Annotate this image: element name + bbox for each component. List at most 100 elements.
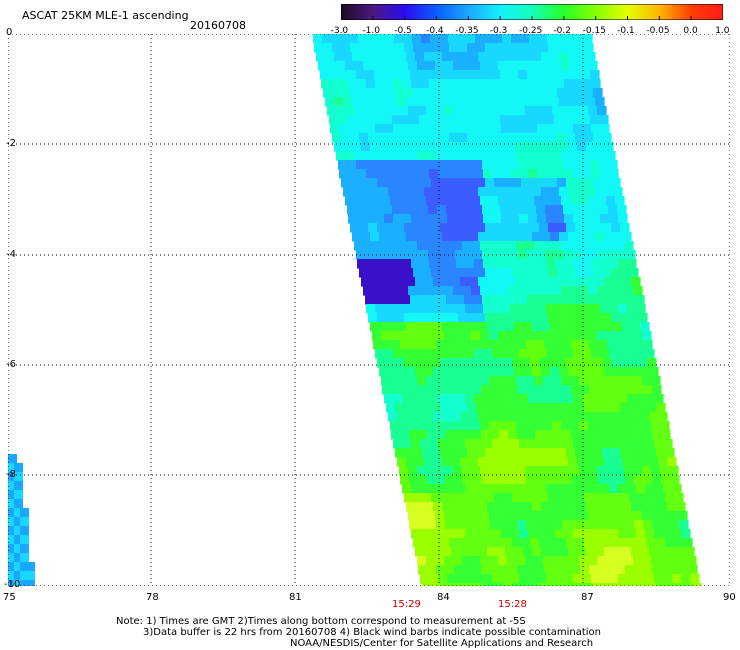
swath-cell <box>455 115 465 125</box>
swath-cell <box>336 151 346 161</box>
swath-cell <box>379 277 389 287</box>
swath-cell <box>535 385 545 395</box>
swath-cell <box>456 484 466 494</box>
swath-cell <box>573 574 583 584</box>
swath-cell <box>471 421 481 431</box>
swath-cell <box>462 241 472 251</box>
swath-cell <box>431 358 441 368</box>
swath-cell <box>430 34 440 44</box>
swath-cell <box>499 520 509 530</box>
swath-cell <box>595 367 605 377</box>
swath-cell <box>535 430 545 440</box>
swath-cell <box>688 565 698 575</box>
swath-cell <box>476 88 486 98</box>
swath-cell <box>482 115 492 125</box>
swath-cell <box>438 349 448 359</box>
time-label-2: 15:28 <box>498 599 527 610</box>
swath-cell <box>478 232 488 242</box>
swath-cell <box>532 367 542 377</box>
swath-cell <box>681 574 691 584</box>
swath-cell <box>474 439 484 449</box>
swath-cell <box>665 448 675 458</box>
swath-cell <box>615 196 625 206</box>
swath-cell <box>690 574 700 584</box>
swath-cell <box>564 259 574 269</box>
swath-cell <box>483 304 493 314</box>
swath-cell <box>595 412 605 422</box>
swath-cell <box>372 331 382 341</box>
swath-cell <box>436 430 446 440</box>
swath-cell <box>406 367 416 377</box>
swath-cell <box>498 556 508 566</box>
swath-cell <box>483 214 493 224</box>
swath-cell <box>491 160 501 170</box>
swath-cell <box>473 160 483 170</box>
swath-cell <box>366 79 376 89</box>
swath-cell <box>509 115 519 125</box>
swath-cell <box>577 457 587 467</box>
swath-cell <box>627 574 637 584</box>
swath-cell <box>437 205 447 215</box>
swath-cell <box>491 250 501 260</box>
swath-cell <box>350 43 360 53</box>
swath-cell <box>654 439 664 449</box>
swath-cell <box>350 223 360 233</box>
swath-cell <box>527 250 537 260</box>
swath-cell <box>586 232 596 242</box>
swath-cell <box>597 466 607 476</box>
time-label-1: 15:29 <box>392 599 421 610</box>
swath-cell <box>412 34 422 44</box>
swath-cell <box>561 151 571 161</box>
swath-cell <box>449 268 459 278</box>
swath-cell <box>370 322 380 332</box>
swath-cell <box>408 241 418 251</box>
swath-cell <box>397 187 407 197</box>
swath-cell <box>487 97 497 107</box>
swath-cell <box>460 232 470 242</box>
swath-cell <box>359 178 369 188</box>
swath-cell <box>649 502 659 512</box>
swath-cell <box>588 286 598 296</box>
swath-cell <box>481 385 491 395</box>
swath-cell <box>377 268 387 278</box>
swath-cell <box>431 133 441 143</box>
swath-cell <box>579 511 589 521</box>
swath-cell <box>570 151 580 161</box>
swath-cell <box>597 241 607 251</box>
swath-cell <box>373 340 383 350</box>
swath-cell <box>561 421 571 431</box>
swath-cell <box>586 277 596 287</box>
swath-cell <box>512 223 522 233</box>
swath-cell <box>669 466 679 476</box>
swath-cell <box>608 160 618 170</box>
swath-cell <box>436 475 446 485</box>
swath-cell <box>559 52 569 62</box>
swath-cell <box>409 475 419 485</box>
swath-cell <box>399 331 409 341</box>
swath-cell <box>543 466 553 476</box>
swath-cell <box>427 340 437 350</box>
swath-cell <box>503 583 513 586</box>
swath-cell <box>485 43 495 53</box>
swath-cell <box>391 385 401 395</box>
swath-cell <box>454 340 464 350</box>
swath-cell <box>395 178 405 188</box>
lon-label-81: 81 <box>289 592 302 603</box>
swath-cell <box>674 538 684 548</box>
swath-cell <box>575 538 585 548</box>
swath-cell <box>350 133 360 143</box>
swath-cell <box>518 295 528 305</box>
swath-cell <box>685 547 695 557</box>
swath-cell <box>553 430 563 440</box>
swath-cell <box>620 538 630 548</box>
swath-cell <box>379 187 389 197</box>
swath-cell <box>483 349 493 359</box>
swath-cell <box>435 421 445 431</box>
swath-cell <box>415 277 425 287</box>
swath-cell <box>626 295 636 305</box>
swath-cell <box>494 313 504 323</box>
swath-cell <box>570 556 580 566</box>
swath-cell <box>485 583 495 586</box>
swath-cell <box>525 421 535 431</box>
swath-cell <box>658 457 668 467</box>
